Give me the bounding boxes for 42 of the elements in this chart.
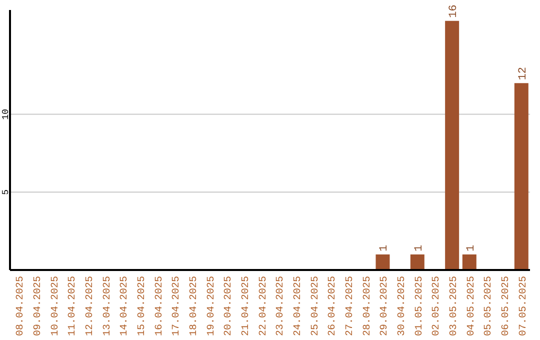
x-tick-label: 06.05.2025 xyxy=(501,276,512,336)
x-tick-label: 24.04.2025 xyxy=(293,276,304,336)
bar xyxy=(410,254,424,270)
x-tick-label: 21.04.2025 xyxy=(241,276,252,336)
x-tick-label: 15.04.2025 xyxy=(137,276,148,336)
x-tick-label: 18.04.2025 xyxy=(189,276,200,336)
x-tick-label: 04.05.2025 xyxy=(466,276,478,336)
x-tick-label: 22.04.2025 xyxy=(258,276,270,336)
x-tick-label: 28.04.2025 xyxy=(362,276,374,336)
data-label: 1 xyxy=(465,244,478,252)
x-tick-label: 07.05.2025 xyxy=(518,276,530,336)
x-tick-label: 09.04.2025 xyxy=(33,276,44,336)
data-label: 1 xyxy=(378,244,391,252)
x-tick-label: 12.04.2025 xyxy=(85,276,96,336)
y-tick-label: 10 xyxy=(1,108,11,120)
data-label: 16 xyxy=(448,4,460,18)
bar xyxy=(445,20,460,270)
x-tick-label: 20.04.2025 xyxy=(224,276,235,336)
x-tick-label: 02.05.2025 xyxy=(432,276,443,336)
x-tick-label: 08.04.2025 xyxy=(16,276,27,336)
x-tick-label: 30.04.2025 xyxy=(397,276,408,336)
x-tick-label: 25.04.2025 xyxy=(310,276,322,336)
x-tick-label: 23.04.2025 xyxy=(276,276,287,336)
data-label: 12 xyxy=(517,66,530,80)
x-tick-label: 27.04.2025 xyxy=(345,276,356,336)
x-tick-label: 14.04.2025 xyxy=(120,276,131,336)
x-tick-label: 11.04.2025 xyxy=(68,276,79,336)
bar xyxy=(514,83,528,270)
bar xyxy=(376,254,390,270)
bar xyxy=(462,254,476,270)
x-tick-label: 17.04.2025 xyxy=(172,276,183,336)
x-tick-label: 13.04.2025 xyxy=(102,276,114,336)
x-tick-label: 10.04.2025 xyxy=(50,276,62,336)
data-label: 1 xyxy=(413,244,426,252)
x-tick-label: 05.05.2025 xyxy=(484,276,495,336)
x-tick-label: 03.05.2025 xyxy=(449,276,460,336)
x-tick-label: 01.05.2025 xyxy=(414,276,426,336)
x-tick-label: 26.04.2025 xyxy=(328,276,339,336)
x-tick-label: 16.04.2025 xyxy=(154,276,166,336)
x-tick-label: 19.04.2025 xyxy=(206,276,218,336)
x-tick-label: 29.04.2025 xyxy=(380,276,391,336)
y-tick-label: 5 xyxy=(1,189,11,195)
